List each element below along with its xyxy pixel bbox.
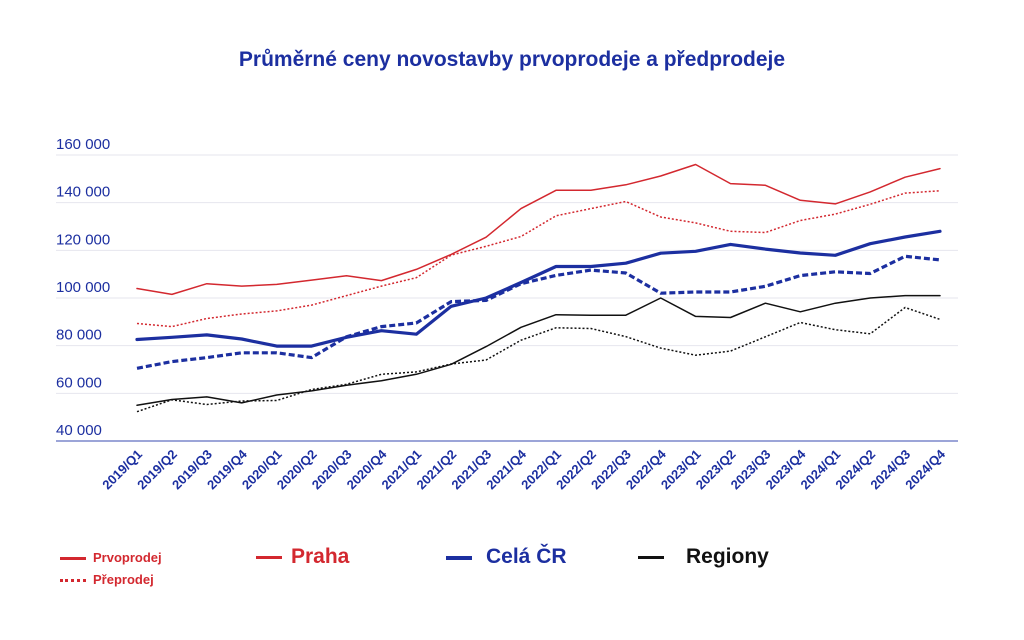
legend-label-regiony: Regiony — [686, 545, 769, 568]
legend-swatch-cela-cr — [446, 556, 472, 560]
y-tick-labels: 40 000 60 000 80 000 100 000 120 000 140 000 1… — [56, 136, 110, 439]
series-line-regiony-dotted — [136, 306, 941, 413]
series-lines — [135, 163, 942, 413]
series-line-cel-r-dotted — [136, 254, 941, 370]
x-tick-labels: 2019/Q12019/Q22019/Q32019/Q42020/Q12020/… — [99, 446, 948, 492]
legend-label-prvoprodej: Prvoprodej — [93, 550, 162, 565]
y-tick-label: 100 000 — [56, 279, 110, 296]
series-line-regiony-solid — [136, 294, 941, 407]
legend-label-preprodej: Přeprodej — [93, 572, 154, 587]
legend-swatch-regiony — [638, 556, 664, 559]
series-line-cel-r-solid — [135, 229, 942, 348]
chart-title: Průměrné ceny novostavby prvoprodeje a p… — [238, 48, 786, 71]
legend-swatch-praha — [256, 556, 282, 559]
legend-swatch-preprodej — [60, 579, 86, 582]
y-tick-label: 140 000 — [56, 184, 110, 201]
y-tick-label: 60 000 — [56, 374, 102, 391]
gridlines — [56, 154, 958, 394]
x-tick-label: 2024/Q4 — [902, 446, 948, 492]
legend-label-cela-cr: Celá ČR — [486, 545, 567, 568]
y-tick-label: 40 000 — [56, 422, 102, 439]
y-tick-label: 120 000 — [56, 231, 110, 248]
series-line-praha-solid — [136, 163, 941, 296]
series-line-praha-dotted — [136, 190, 941, 328]
y-tick-label: 160 000 — [56, 136, 110, 153]
legend-swatch-prvoprodej — [60, 557, 86, 560]
y-tick-label: 80 000 — [56, 327, 102, 344]
legend-label-praha: Praha — [291, 545, 350, 568]
